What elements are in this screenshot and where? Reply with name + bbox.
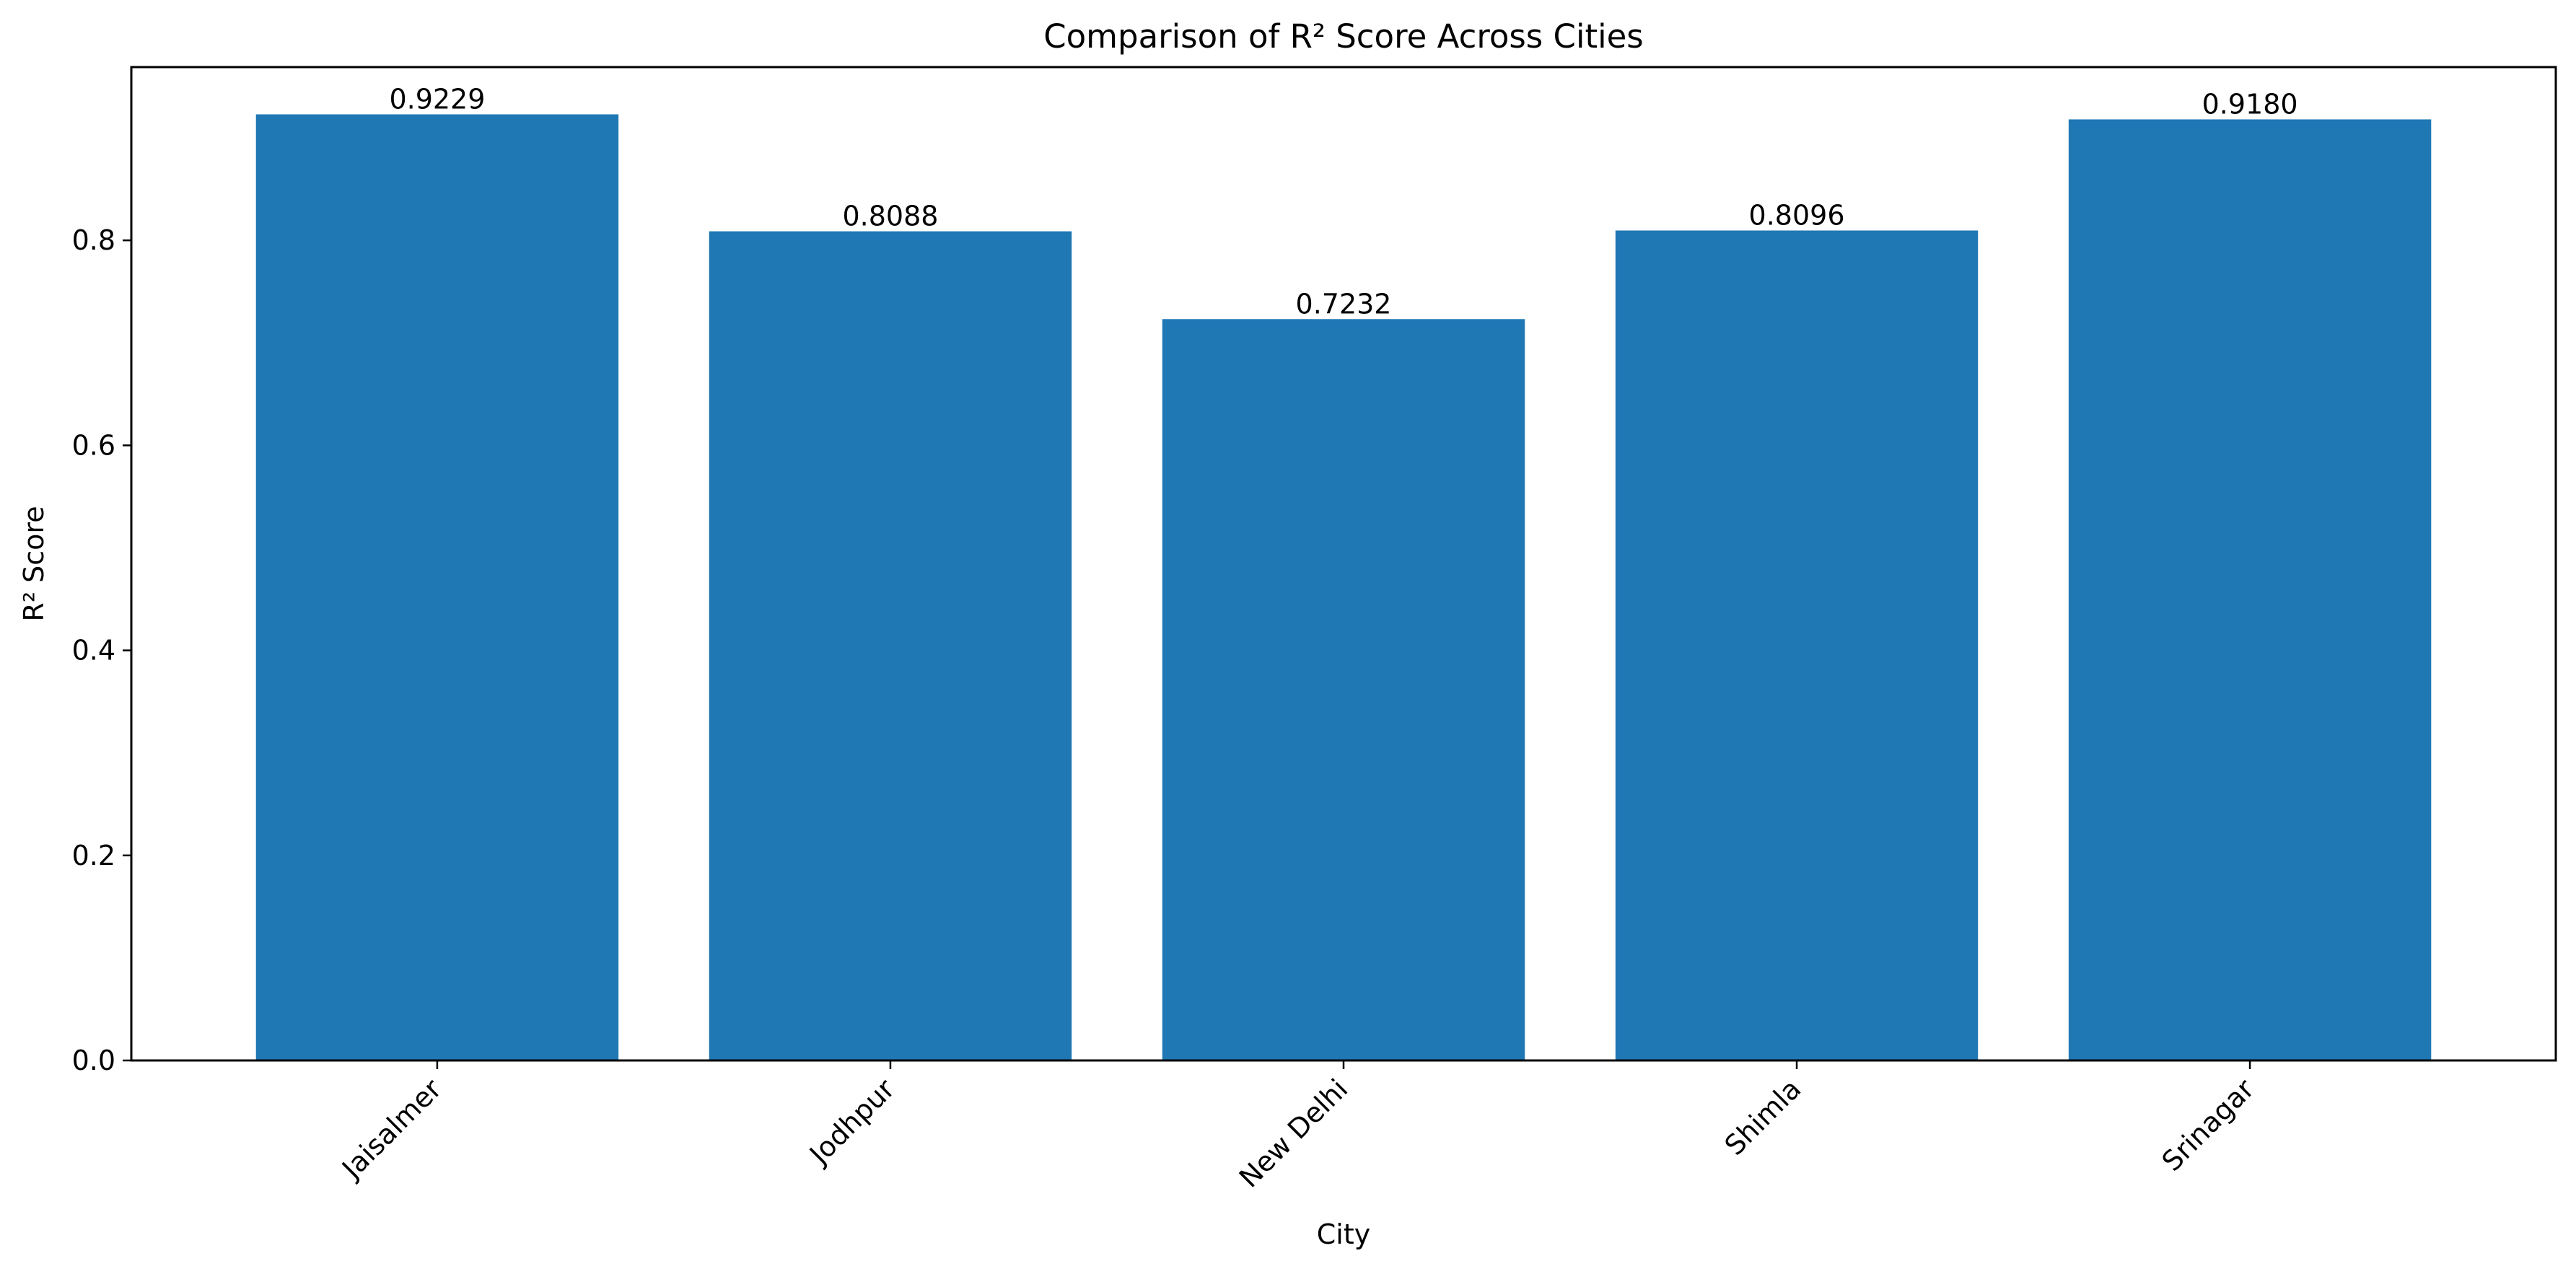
- bar-jaisalmer: [255, 114, 619, 1061]
- y-tick-label: 0.8: [72, 224, 115, 256]
- bar-jodhpur: [709, 231, 1072, 1061]
- data-label: 0.8088: [842, 201, 938, 232]
- y-tick-label: 0.0: [72, 1045, 115, 1076]
- y-tick-label: 0.6: [72, 429, 115, 461]
- y-axis-label: R² Score: [18, 506, 50, 621]
- bar-shimla: [1615, 230, 1979, 1061]
- y-axis: 0.0 0.2 0.4 0.6 0.8: [72, 224, 131, 1076]
- x-axis-label: City: [1317, 1218, 1370, 1250]
- x-tick-label: Shimla: [1719, 1073, 1808, 1161]
- plot-frame: [130, 66, 2557, 1062]
- chart-title: Comparison of R² Score Across Cities: [1043, 17, 1644, 56]
- bar-new-delhi: [1162, 319, 1525, 1061]
- data-label: 0.9180: [2202, 88, 2298, 120]
- x-axis: Jaisalmer Jodhpur New Delhi Shimla Srinagar: [335, 1060, 2261, 1194]
- x-tick-label: Jodhpur: [802, 1073, 901, 1171]
- data-labels-group: 0.9229 0.8088 0.7232 0.8096 0.9180: [389, 84, 2297, 320]
- data-label: 0.7232: [1296, 288, 1392, 320]
- y-tick-label: 0.2: [72, 840, 115, 871]
- x-tick-label: Jaisalmer: [335, 1073, 447, 1185]
- y-tick-label: 0.4: [72, 635, 115, 667]
- bar-srinagar: [2068, 119, 2432, 1061]
- x-tick-label: New Delhi: [1233, 1073, 1354, 1193]
- x-tick-label: Srinagar: [2156, 1073, 2261, 1177]
- data-label: 0.8096: [1749, 200, 1845, 232]
- data-label: 0.9229: [389, 84, 485, 115]
- bars-group: [255, 114, 2432, 1061]
